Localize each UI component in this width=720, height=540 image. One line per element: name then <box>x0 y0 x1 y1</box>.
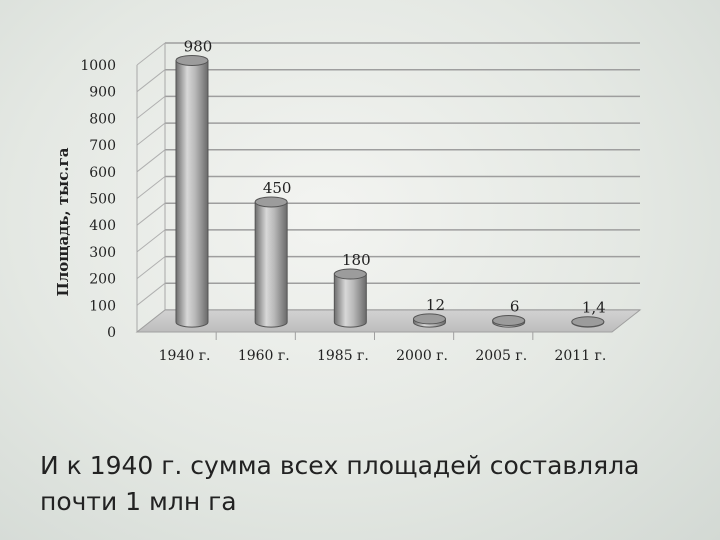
side-wall-line <box>136 176 166 199</box>
data-label: 12 <box>426 296 445 314</box>
bar-body <box>175 59 209 328</box>
bar-top <box>571 316 605 328</box>
side-wall-line <box>136 42 166 66</box>
bar-top <box>412 313 446 325</box>
x-tick-label: 1985 г. <box>317 348 369 364</box>
data-label: 450 <box>263 179 292 197</box>
data-label: 180 <box>342 251 371 269</box>
side-wall-line <box>136 202 166 226</box>
y-tick-label: 700 <box>89 138 116 154</box>
y-tick-label: 900 <box>89 85 116 101</box>
y-tick-label: 600 <box>89 165 116 181</box>
data-label: 1,4 <box>582 299 606 317</box>
bar-body <box>254 201 288 328</box>
data-label: 6 <box>510 297 520 315</box>
y-tick-label: 0 <box>107 325 116 341</box>
x-tick-label: 1940 г. <box>159 348 211 364</box>
side-wall-line <box>136 149 166 173</box>
side-wall-line <box>136 122 166 146</box>
x-tick-label: 1960 г. <box>238 348 290 364</box>
side-wall-line <box>136 69 166 93</box>
y-tick-label: 400 <box>89 218 116 234</box>
x-tick-label: 2000 г. <box>396 348 448 364</box>
side-wall-line <box>136 256 166 279</box>
x-tick-label: 2011 г. <box>554 348 606 364</box>
bar-top <box>175 54 209 66</box>
bar-body <box>333 273 367 328</box>
chart-floor <box>135 309 642 333</box>
side-wall-line <box>136 282 166 306</box>
slide-caption: И к 1940 г. сумма всех площадей составля… <box>40 451 640 516</box>
data-label: 980 <box>184 37 213 55</box>
y-tick-label: 300 <box>89 245 116 261</box>
bar-top <box>492 314 526 326</box>
y-tick-label: 1000 <box>80 58 116 74</box>
side-wall-line <box>136 229 166 253</box>
y-tick-label: 500 <box>89 192 116 208</box>
bar-top <box>254 196 288 208</box>
y-axis-label: Площадь, тыс.га <box>54 147 72 296</box>
x-tick-label: 2005 г. <box>475 348 527 364</box>
y-tick-label: 100 <box>89 298 116 314</box>
bar-chart: 0 100 200 300 400 500 600 700 800 900 1000 Площадь,… <box>54 37 642 364</box>
side-wall-line <box>136 96 166 119</box>
y-tick-label: 200 <box>89 272 116 288</box>
y-tick-label: 800 <box>89 111 116 127</box>
bar-top <box>333 268 367 280</box>
